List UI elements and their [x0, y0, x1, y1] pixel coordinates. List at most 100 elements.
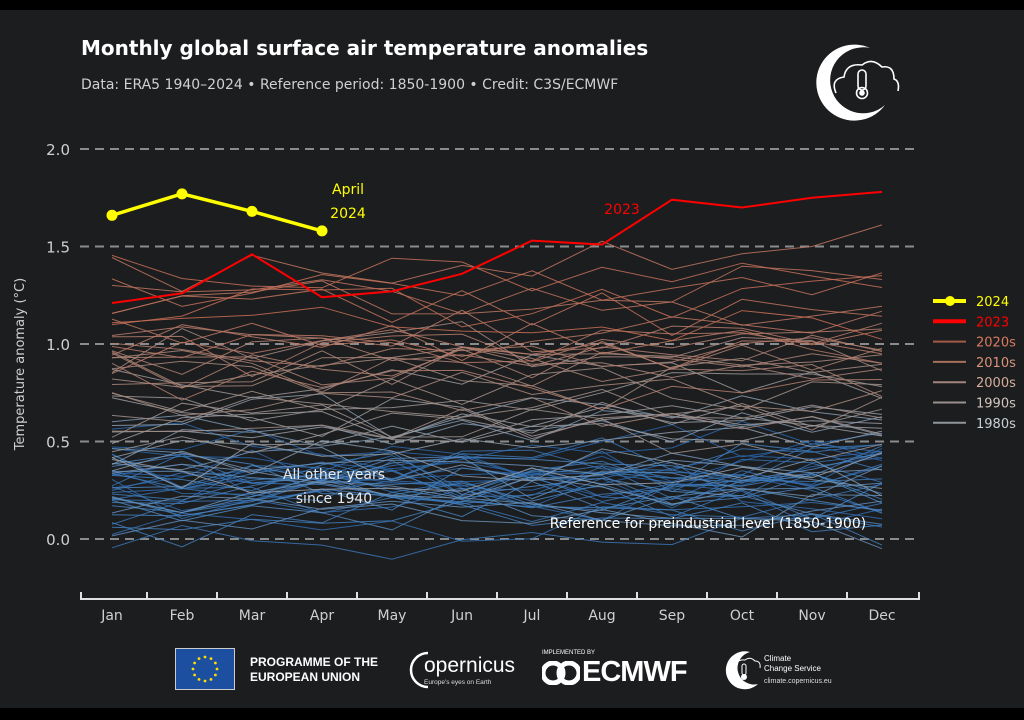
legend-label-2000s: 2000s — [976, 376, 1016, 391]
c3s-line-2: Change Service — [764, 664, 821, 673]
year-line-2018 — [111, 288, 883, 336]
y-tick-label: 1.0 — [46, 336, 70, 354]
year-line-1970 — [111, 452, 883, 489]
series-2024-point — [246, 205, 258, 217]
year-line-1985 — [111, 452, 883, 494]
year-line-2017 — [111, 265, 883, 315]
year-line-2011 — [111, 329, 883, 374]
climate-change-service-icon — [725, 651, 761, 690]
year-line-2000 — [111, 360, 883, 412]
legend-marker-2024 — [945, 296, 955, 306]
annotation-2024: 2024 — [330, 206, 366, 222]
year-line-1952 — [111, 443, 883, 502]
eu-star-icon — [197, 677, 201, 681]
eu-star-icon — [203, 655, 207, 659]
eu-line-1: PROGRAMME OF THE — [250, 655, 378, 669]
year-line-1982 — [111, 440, 883, 497]
y-tick-label: 0.5 — [46, 434, 70, 452]
year-line-1994 — [111, 388, 883, 423]
year-line-2021 — [111, 275, 883, 328]
year-line-1964 — [111, 491, 883, 548]
year-line-1991 — [111, 372, 883, 422]
c3s-line-1: Climate — [764, 654, 792, 663]
eu-star-icon — [209, 677, 213, 681]
annotation-2023: 2023 — [604, 202, 640, 218]
year-line-2012 — [111, 322, 883, 364]
x-tick-label: Feb — [170, 608, 195, 624]
year-line-1977 — [111, 448, 883, 476]
year-line-1984 — [111, 426, 883, 489]
year-line-1979 — [111, 446, 883, 489]
y-tick-label: 0.0 — [46, 531, 70, 549]
series-2023-line — [111, 190, 883, 305]
c3s-url: climate.copernicus.eu — [764, 678, 832, 685]
year-line-1940 — [111, 440, 883, 488]
annotation-other-years-2: since 1940 — [296, 491, 372, 507]
eu-star-icon — [203, 679, 207, 683]
year-line-1987 — [111, 413, 883, 442]
eu-flag-icon — [175, 648, 235, 690]
year-line-1983 — [111, 393, 883, 439]
legend-label-2024: 2024 — [976, 295, 1009, 310]
x-tick-label: Jul — [523, 608, 541, 624]
eu-star-icon — [215, 667, 219, 671]
annotation-other-years-1: All other years — [283, 467, 385, 483]
legend-label-2010s: 2010s — [976, 356, 1016, 371]
year-line-1966 — [111, 472, 883, 513]
year-line-1959 — [111, 437, 883, 484]
eu-star-icon — [209, 657, 213, 661]
x-tick-label: Oct — [730, 608, 755, 624]
year-line-1993 — [111, 402, 883, 462]
year-line-2022 — [111, 306, 883, 342]
year-line-1965 — [111, 500, 883, 546]
legend-label-2020s: 2020s — [976, 336, 1016, 351]
year-line-1999 — [111, 391, 883, 435]
year-line-1996 — [111, 396, 883, 440]
series-2024-line — [111, 192, 323, 233]
year-line-2010 — [111, 309, 883, 353]
year-line-1949 — [111, 478, 883, 527]
implemented-by-label: IMPLEMENTED BY — [542, 650, 596, 656]
ecmwf-mark-icon — [542, 661, 580, 685]
year-line-2002 — [111, 346, 883, 386]
copernicus-tagline: Europe's eyes on Earth — [424, 679, 492, 686]
year-line-1953 — [111, 453, 883, 502]
year-line-2004 — [111, 346, 883, 397]
year-line-2014 — [111, 310, 883, 357]
year-line-2003 — [111, 349, 883, 393]
copernicus-c-icon — [409, 651, 429, 689]
x-tick-label: Apr — [310, 608, 334, 624]
year-line-1976 — [111, 494, 883, 538]
year-line-2008 — [111, 362, 883, 410]
annotation-april: April — [332, 182, 364, 198]
eu-star-icon — [197, 657, 201, 661]
year-line-1954 — [111, 483, 883, 523]
year-line-1974 — [111, 500, 883, 537]
x-tick-label: Jan — [100, 608, 123, 624]
eu-line-2: EUROPEAN UNION — [250, 670, 361, 684]
y-tick-label: 1.5 — [46, 239, 70, 257]
year-line-1951 — [111, 450, 883, 493]
chart-subtitle: Data: ERA5 1940–2024 • Reference period:… — [81, 77, 619, 93]
legend-label-1980s: 1980s — [976, 417, 1016, 432]
year-line-2006 — [111, 340, 883, 389]
eu-star-icon — [191, 667, 195, 671]
x-tick-label: Mar — [239, 608, 266, 624]
year-line-1989 — [111, 405, 883, 445]
series-2024-point — [106, 209, 118, 221]
year-line-2020 — [111, 254, 883, 292]
year-line-1950 — [111, 501, 883, 542]
year-line-1969 — [111, 453, 883, 507]
year-line-2015 — [111, 280, 883, 326]
eu-star-icon — [193, 673, 197, 677]
eu-star-icon — [213, 673, 217, 677]
year-line-1956 — [111, 513, 883, 560]
year-line-1990 — [111, 354, 883, 399]
x-tick-label: Dec — [868, 608, 895, 624]
year-line-1986 — [111, 406, 883, 459]
copernicus-logo-text: opernicus — [424, 654, 516, 677]
year-line-1995 — [111, 367, 883, 413]
climate-service-logo-icon — [816, 44, 900, 121]
legend-label-1990s: 1990s — [976, 397, 1016, 412]
